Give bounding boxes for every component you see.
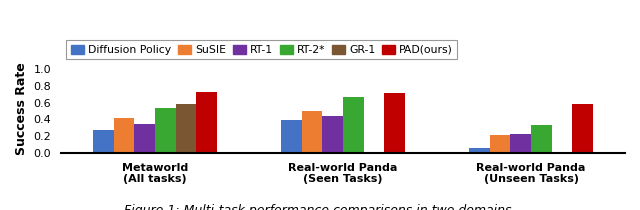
Legend: Diffusion Policy, SuSIE, RT-1, RT-2*, GR-1, PAD(ours): Diffusion Policy, SuSIE, RT-1, RT-2*, GR…: [67, 40, 458, 59]
Bar: [93, 130, 114, 153]
Text: Figure 1: Multi-task performance comparisons in two domains.: Figure 1: Multi-task performance compari…: [124, 204, 516, 210]
Bar: [531, 125, 552, 153]
Bar: [176, 104, 196, 153]
Bar: [301, 111, 323, 153]
Bar: [134, 124, 155, 153]
Bar: [155, 108, 176, 153]
Bar: [490, 135, 510, 153]
Bar: [196, 92, 217, 153]
Bar: [281, 120, 301, 153]
Y-axis label: Success Rate: Success Rate: [15, 62, 28, 155]
Bar: [343, 97, 364, 153]
Bar: [385, 93, 405, 153]
Bar: [114, 118, 134, 153]
Bar: [469, 148, 490, 153]
Bar: [572, 104, 593, 153]
Bar: [510, 134, 531, 153]
Bar: [323, 116, 343, 153]
